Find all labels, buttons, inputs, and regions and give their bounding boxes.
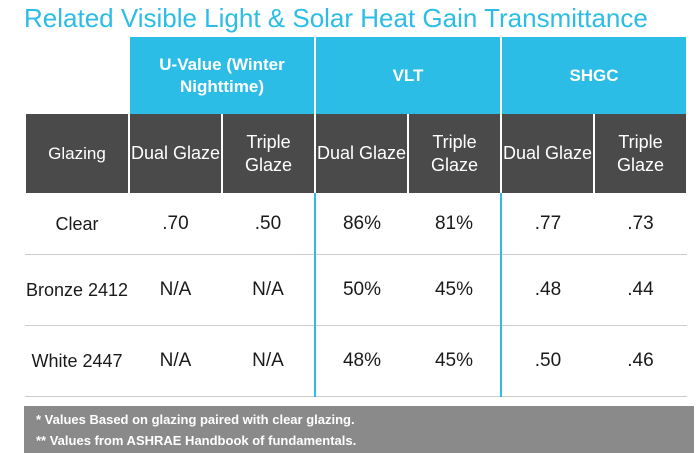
u-dual-value: N/A: [129, 254, 222, 326]
uvalue-dual-header: Dual Glaze: [128, 114, 223, 193]
table-row: Bronze 2412 N/A N/A 50% 45% .48 .44: [25, 254, 687, 326]
group-header-vlt: VLT: [314, 37, 502, 114]
vlt-triple-value: 45%: [408, 325, 501, 397]
glazing-name: Bronze 2412: [25, 254, 129, 326]
footnotes: * Values Based on glazing paired with cl…: [24, 406, 694, 453]
vlt-triple-value: 81%: [408, 193, 501, 255]
transmittance-table: U-Value (Winter Nighttime) VLT SHGC Glaz…: [24, 37, 688, 397]
group-header-row: U-Value (Winter Nighttime) VLT SHGC: [25, 37, 688, 114]
uvalue-triple-header: Triple Glaze: [221, 114, 316, 193]
group-header-uvalue: U-Value (Winter Nighttime): [128, 37, 316, 114]
vlt-dual-value: 48%: [314, 325, 408, 397]
vlt-triple-value: 45%: [408, 254, 501, 326]
footnote: ** Values from ASHRAE Handbook of fundam…: [36, 433, 357, 448]
glazing-name: Clear: [25, 193, 129, 255]
vlt-dual-value: 50%: [314, 254, 408, 326]
sub-header-row: Glazing Dual Glaze Triple Glaze Dual Gla…: [24, 114, 688, 193]
u-triple-value: .50: [222, 193, 315, 255]
shgc-triple-value: .44: [594, 254, 687, 326]
group-header-shgc: SHGC: [500, 37, 688, 114]
vlt-dual-header: Dual Glaze: [314, 114, 409, 193]
page-title: Related Visible Light & Solar Heat Gain …: [24, 3, 648, 33]
shgc-triple-value: .73: [594, 193, 687, 255]
shgc-dual-header: Dual Glaze: [500, 114, 595, 193]
blank-corner: [25, 37, 129, 114]
table-row: White 2447 N/A N/A 48% 45% .50 .46: [25, 325, 687, 397]
shgc-triple-header: Triple Glaze: [593, 114, 688, 193]
glazing-name: White 2447: [25, 325, 129, 397]
u-dual-value: N/A: [129, 325, 222, 397]
glazing-header: Glazing: [24, 114, 130, 193]
footnote: * Values Based on glazing paired with cl…: [36, 412, 355, 427]
vlt-dual-value: 86%: [314, 193, 408, 255]
shgc-dual-value: .50: [500, 325, 594, 397]
u-triple-value: N/A: [222, 254, 315, 326]
table-row: Clear .70 .50 86% 81% .77 .73: [25, 193, 687, 255]
u-triple-value: N/A: [222, 325, 315, 397]
shgc-triple-value: .46: [594, 325, 687, 397]
vlt-triple-header: Triple Glaze: [407, 114, 502, 193]
shgc-dual-value: .48: [500, 254, 594, 326]
u-dual-value: .70: [129, 193, 222, 255]
shgc-dual-value: .77: [500, 193, 594, 255]
